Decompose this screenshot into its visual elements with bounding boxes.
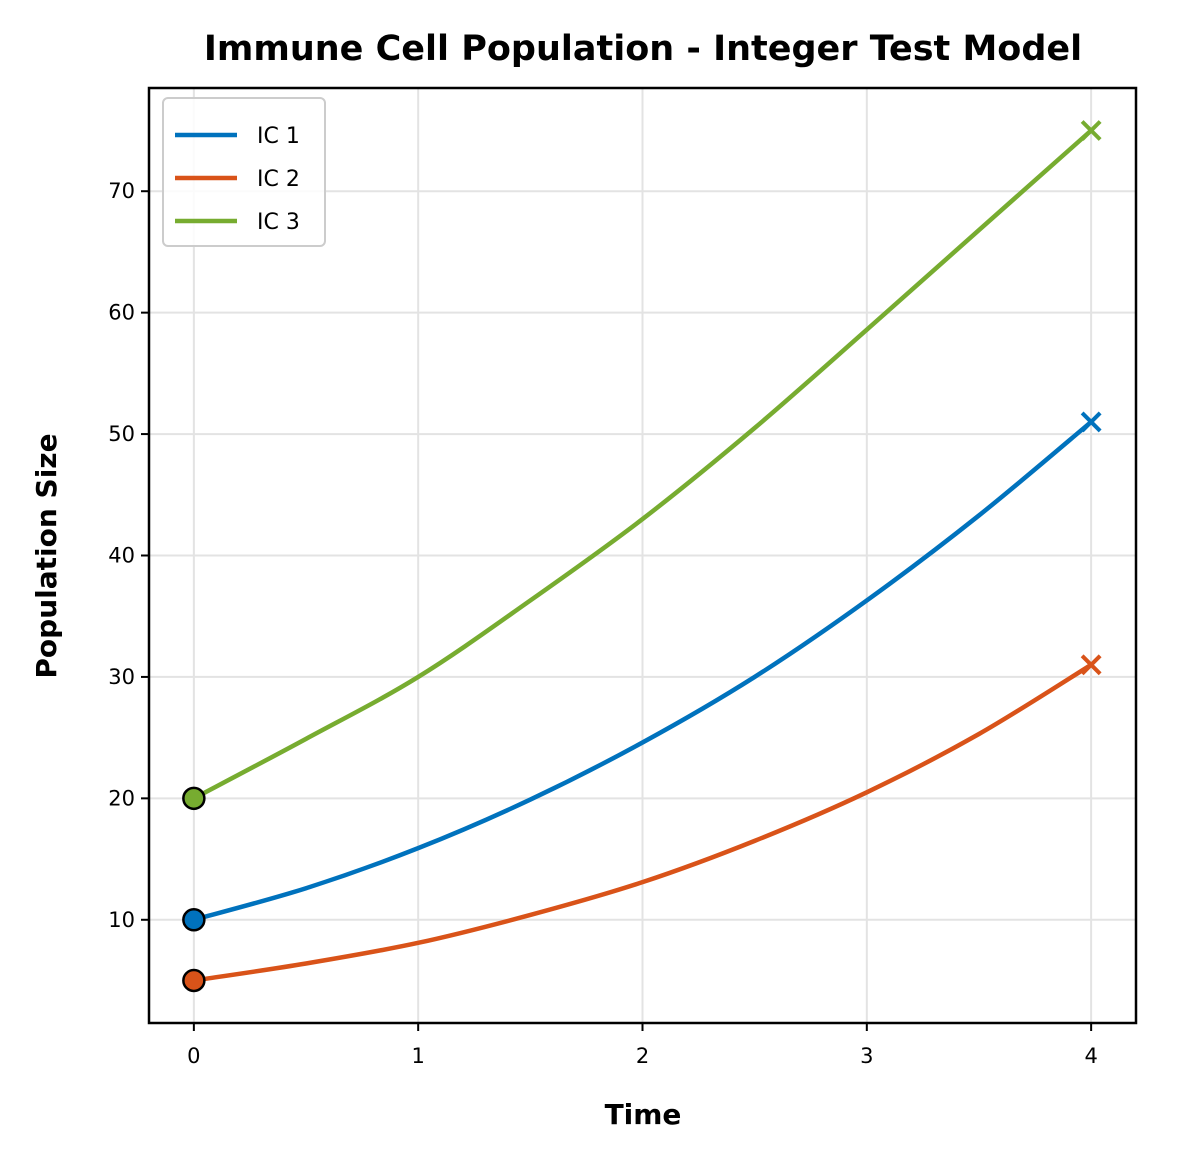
start-marker-ic-3 — [182, 786, 206, 811]
end-marker-stroke — [1080, 411, 1102, 433]
legend-box — [162, 97, 326, 247]
y-tick-label: 20 — [108, 786, 135, 810]
x-axis-label: Time — [605, 1098, 682, 1131]
series-line-ic-1 — [191, 419, 1094, 923]
end-marker-stroke — [1080, 654, 1102, 676]
y-axis-label: Population Size — [30, 433, 63, 678]
end-marker-ic-2 — [1080, 654, 1102, 676]
x-tick-label: 3 — [860, 1044, 873, 1068]
x-tick-label: 0 — [187, 1044, 200, 1068]
series-line-ic-2 — [191, 662, 1094, 983]
chart-title: Immune Cell Population - Integer Test Mo… — [204, 29, 1082, 69]
ticks: 0 1 2 3 4 10 20 30 40 50 60 70 — [108, 179, 1098, 1068]
legend-label-ic-1: IC 1 — [257, 124, 300, 149]
start-marker-ic-2 — [182, 968, 206, 993]
end-marker-ic-1 — [1080, 411, 1102, 433]
y-tick-label: 70 — [108, 179, 135, 203]
end-marker-stroke — [1080, 120, 1102, 141]
end-marker-ic-3 — [1080, 120, 1102, 141]
x-tick-label: 1 — [411, 1044, 424, 1068]
series-line-ic-3 — [191, 128, 1094, 801]
y-tick-label: 10 — [108, 908, 135, 932]
start-marker-ic-1 — [182, 908, 206, 932]
x-tick-label: 4 — [1084, 1044, 1097, 1068]
y-tick-label: 40 — [108, 544, 135, 568]
y-tick-label: 30 — [108, 665, 135, 689]
legend-label-ic-3: IC 3 — [257, 210, 300, 235]
y-tick-label: 50 — [108, 422, 135, 446]
legend-label-ic-2: IC 2 — [257, 167, 300, 192]
series-layer — [182, 120, 1102, 993]
x-tick-label: 2 — [636, 1044, 649, 1068]
legend: IC 1 IC 2 IC 3 — [162, 97, 326, 247]
y-tick-label: 60 — [108, 301, 135, 325]
